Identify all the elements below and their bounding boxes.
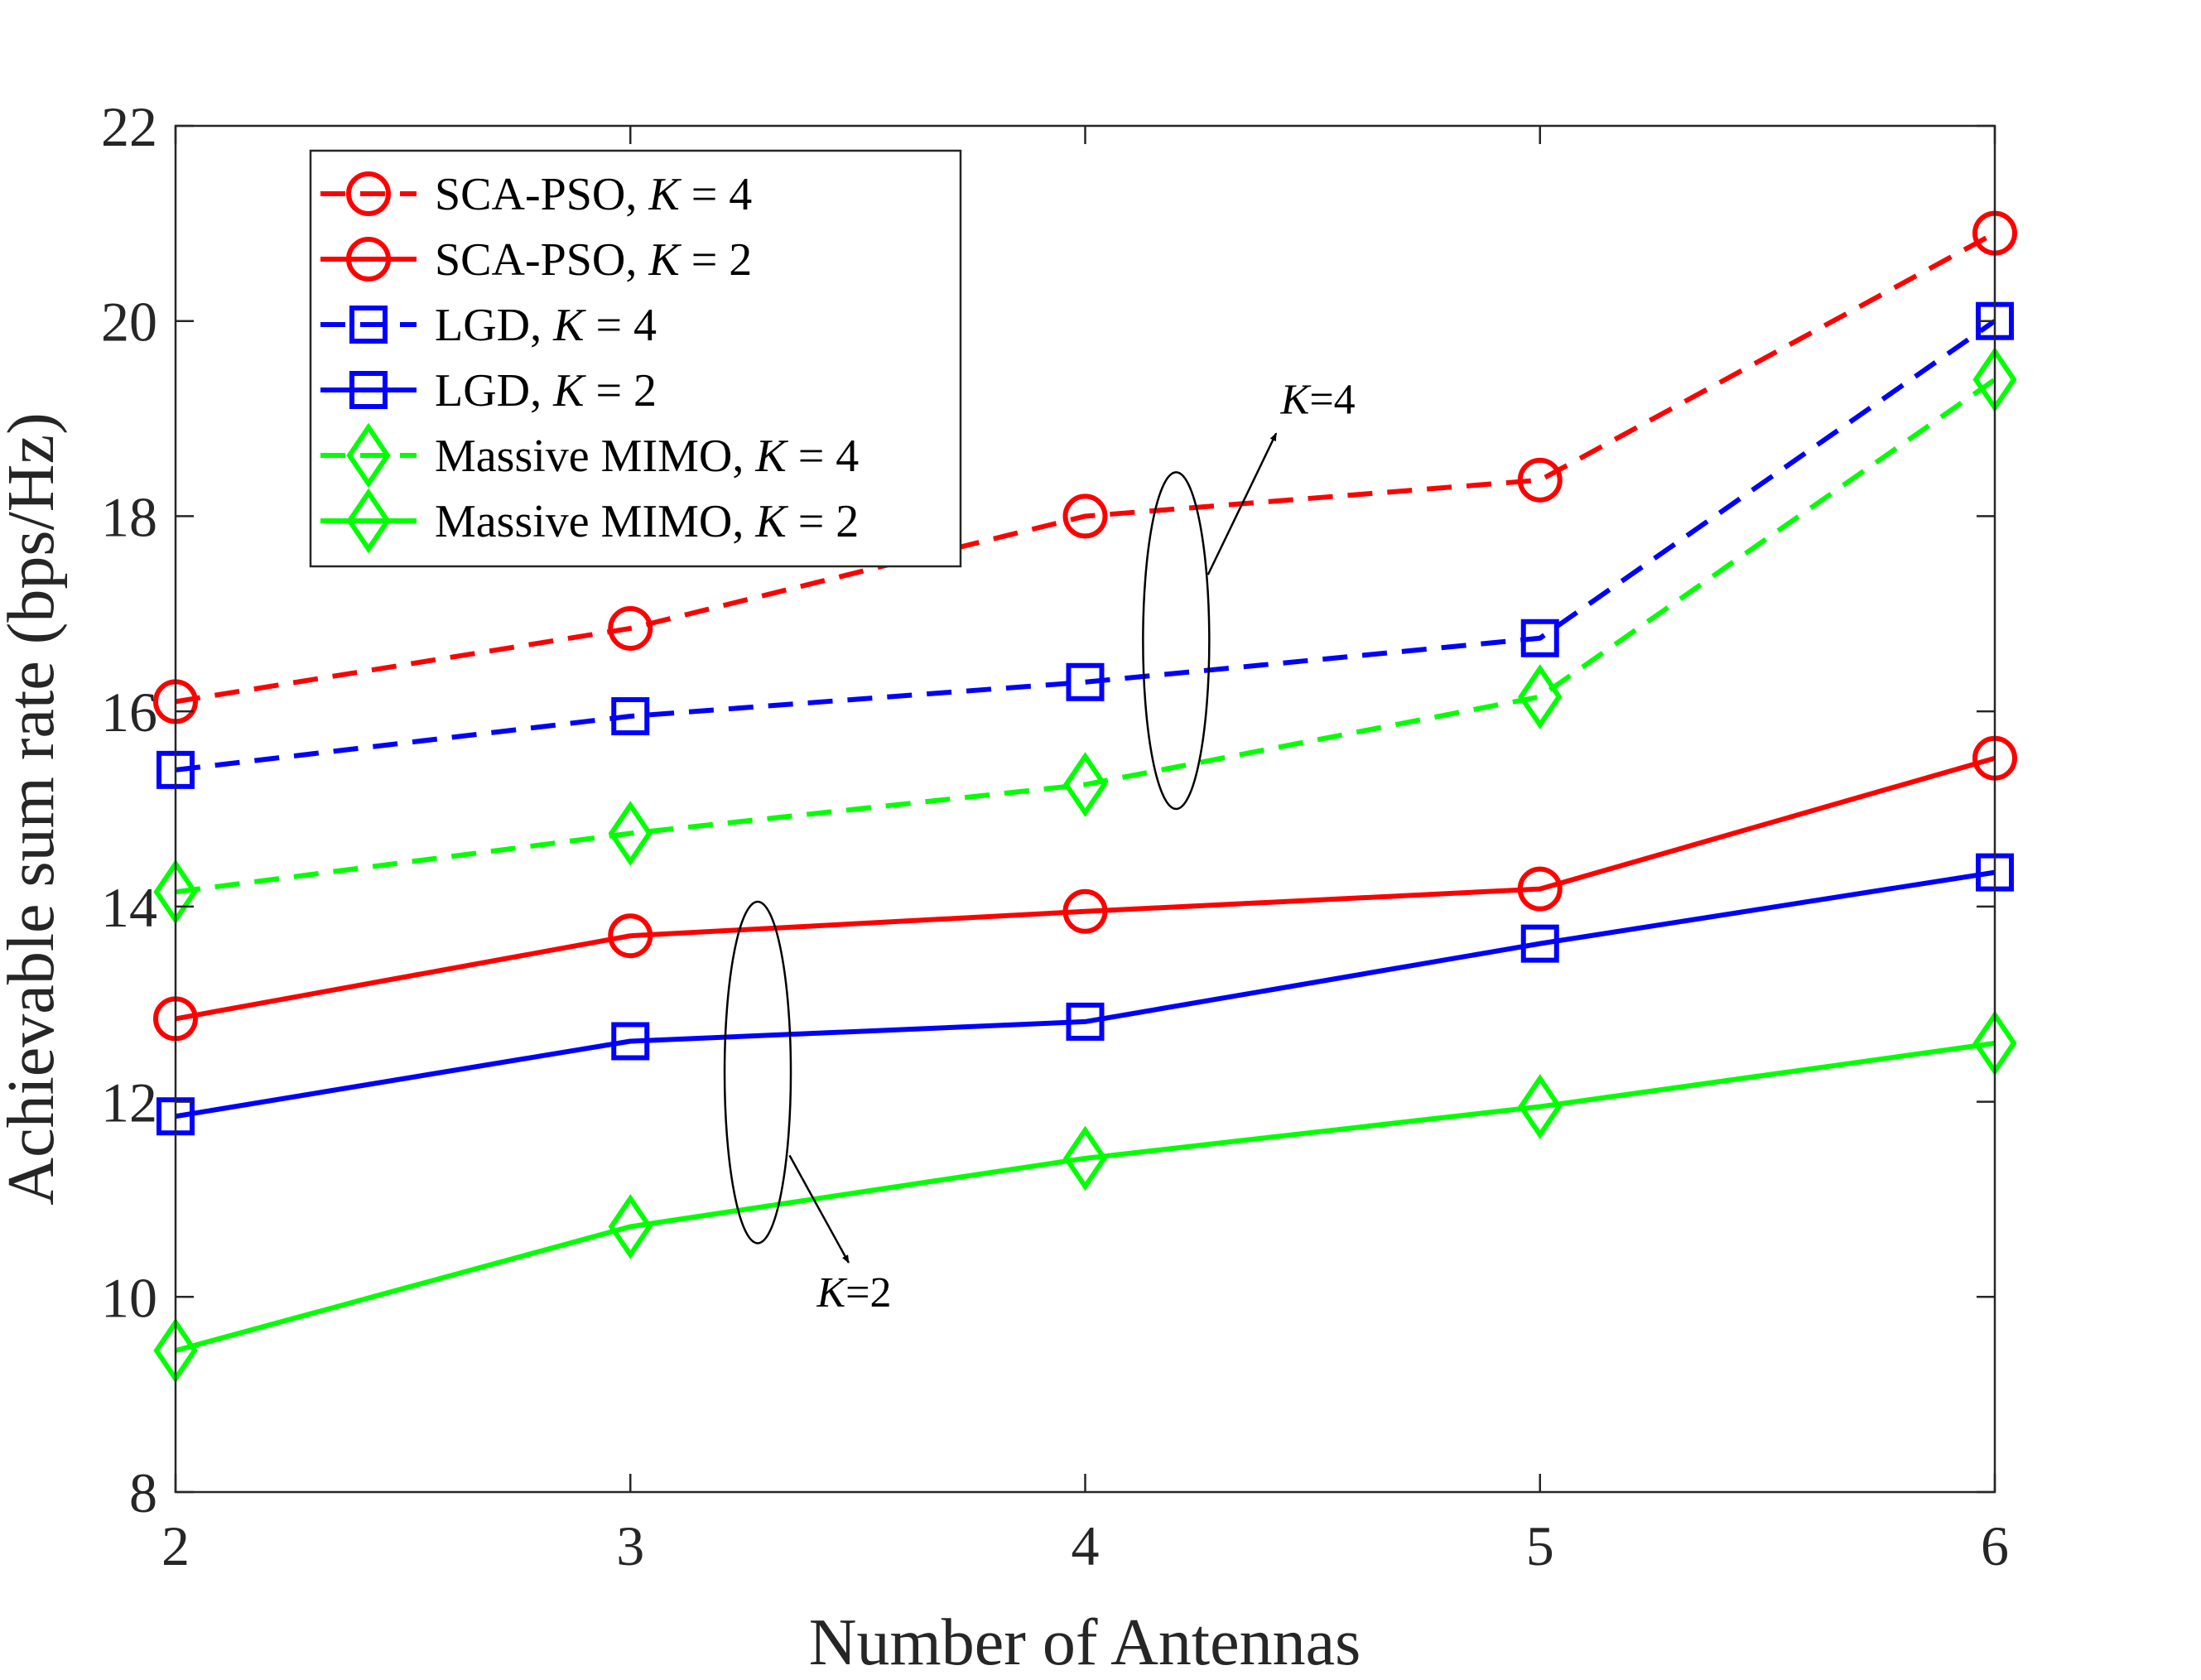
legend-entry: LGD, K = 4 (320, 300, 657, 351)
data-point (1066, 1002, 1105, 1041)
x-axis-title: Number of Antennas (809, 1606, 1361, 1679)
series-line (175, 1040, 1996, 1354)
x-tick-label: 5 (1526, 1514, 1554, 1577)
annotation-arrow (1206, 432, 1278, 575)
legend-label: LGD, K = 2 (435, 365, 657, 416)
legend-label: SCA-PSO, K = 2 (435, 234, 752, 286)
data-point (1062, 888, 1108, 934)
y-tick-label: 22 (101, 95, 157, 158)
data-point (611, 697, 650, 736)
legend-label: SCA-PSO, K = 4 (435, 169, 752, 220)
series-line (175, 755, 1996, 1022)
annotation-1: K=2 (723, 900, 891, 1317)
data-point (1062, 1125, 1108, 1191)
data-point (608, 605, 653, 651)
axes-layer: 2 3 4 5 6 8 10 12 14 16 18 20 22 (101, 95, 2009, 1577)
legend-entry: Massive MIMO, K = 2 (320, 488, 859, 554)
series-line (175, 869, 1996, 1119)
data-point (1066, 662, 1105, 701)
annotation-label: K=2 (816, 1269, 891, 1317)
data-point (1517, 457, 1563, 503)
data-point (1518, 1074, 1563, 1139)
series-line (175, 319, 1996, 773)
legend-entry: SCA-PSO, K = 2 (320, 234, 752, 286)
y-tick-label: 8 (129, 1461, 157, 1524)
legend-marker (346, 237, 391, 282)
series-5 (153, 1010, 2017, 1384)
legend-label: LGD, K = 4 (435, 300, 657, 351)
x-tick-label: 3 (616, 1514, 644, 1577)
y-axis-title: Achievable sum rate (bps/Hz) (0, 412, 68, 1205)
legend-marker (346, 488, 391, 554)
data-point (1517, 866, 1563, 912)
data-point (1520, 924, 1559, 963)
x-tick-label: 6 (1981, 1514, 2009, 1577)
data-point (608, 913, 653, 959)
legend-entry: LGD, K = 2 (320, 365, 657, 416)
y-tick-label: 18 (101, 485, 157, 548)
data-point (608, 1194, 653, 1259)
x-tick-label: 4 (1072, 1514, 1100, 1577)
data-point (1518, 664, 1563, 729)
annotation-0: K=4 (1142, 377, 1356, 811)
data-point (608, 801, 653, 866)
annotation-ellipse (723, 900, 792, 1244)
legend-marker (346, 171, 391, 216)
y-tick-label: 20 (101, 291, 157, 354)
annotation-arrow (788, 1154, 850, 1264)
y-tick-label: 14 (101, 876, 157, 939)
legend-marker (349, 371, 388, 409)
series-line (175, 231, 1996, 705)
legend-marker (346, 422, 391, 489)
legend-entry: SCA-PSO, K = 4 (320, 169, 752, 220)
legend-marker (349, 306, 388, 344)
legend-label: Massive MIMO, K = 4 (435, 431, 859, 482)
legend-label: Massive MIMO, K = 2 (435, 496, 859, 547)
annotations-layer: K=4 K=2 (723, 377, 1356, 1317)
data-point (611, 1022, 650, 1061)
annotation-label: K=4 (1280, 377, 1356, 424)
data-point (1062, 752, 1108, 817)
x-tick-label: 2 (161, 1514, 190, 1577)
y-tick-label: 16 (101, 681, 157, 744)
annotation-ellipse (1142, 471, 1211, 811)
data-point (1520, 619, 1559, 657)
legend-entry: Massive MIMO, K = 4 (320, 422, 859, 489)
legend-box (309, 149, 962, 568)
data-point (1062, 493, 1108, 539)
series-line (175, 377, 1996, 895)
legend: SCA-PSO, K = 4 SCA-PSO, K = 2 LGD, K = 4 LG… (309, 149, 962, 568)
y-tick-label: 10 (101, 1266, 157, 1329)
y-tick-label: 12 (101, 1071, 157, 1134)
